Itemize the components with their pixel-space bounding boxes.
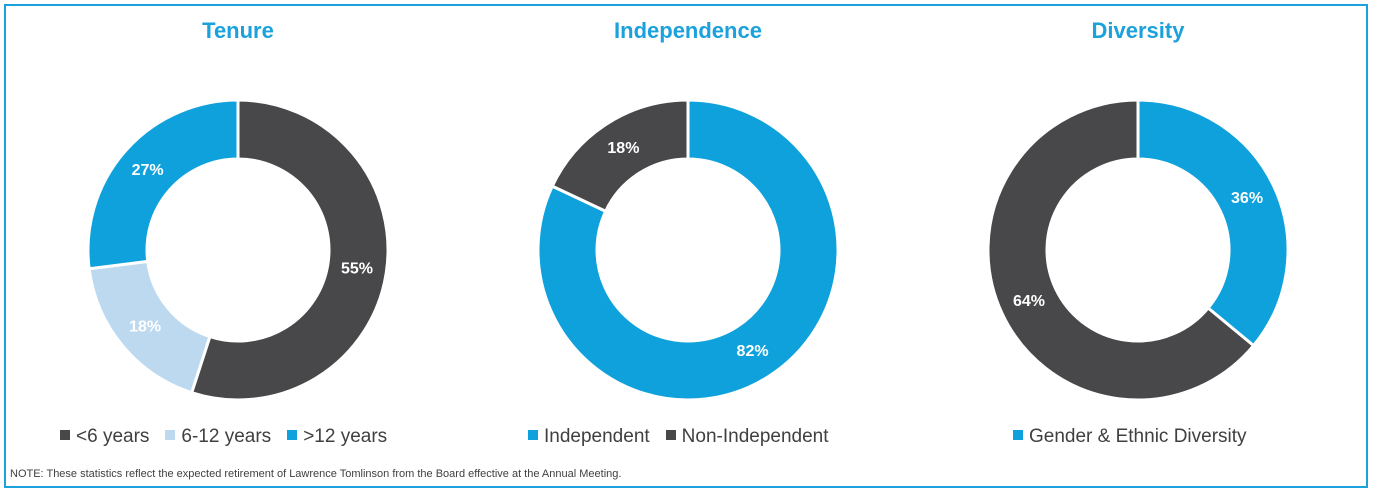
legend-label: 6-12 years [181, 426, 272, 447]
slice-non-independent [550, 98, 690, 213]
legend-swatch [165, 430, 176, 440]
footnote: NOTE: These statistics reflect the expec… [10, 468, 622, 480]
slice-independent [536, 98, 840, 402]
slice-data-label: 18% [129, 318, 161, 335]
legend-swatch [665, 430, 676, 440]
slice-data-label: 18% [607, 140, 639, 157]
tenure-title: Tenure [202, 18, 274, 43]
legend-swatch [1013, 430, 1023, 440]
legend-swatch [60, 430, 70, 440]
tenure-legend: <6 years 6-12 years >12 years [60, 426, 387, 448]
legend-label: Gender & Ethnic Diversity [1029, 426, 1247, 447]
diversity-legend: Gender & Ethnic Diversity [1013, 426, 1247, 448]
legend-swatch [528, 430, 538, 440]
legend-item-independent: Independent [528, 426, 650, 448]
slice-other-1 [986, 98, 1256, 402]
slice-data-label: 82% [737, 343, 769, 360]
legend-label: Non-Independent [681, 426, 829, 447]
diversity-donut-chart: 36% 64% [986, 98, 1290, 402]
tenure-donut-chart: 55% 18% 27% [86, 98, 390, 402]
diversity-title: Diversity [1091, 18, 1185, 43]
legend-label: >12 years [303, 426, 388, 447]
legend-item-6-12-years: 6-12 years [165, 426, 271, 448]
legend-item-gender-ethnic-diversity: Gender & Ethnic Diversity [1013, 426, 1247, 448]
legend-label: Independent [544, 426, 650, 447]
slice-data-label: 55% [341, 260, 373, 277]
legend-item-12-years: >12 years [287, 426, 387, 448]
chart-frame [4, 4, 1368, 488]
independence-donut-chart: 82% 18% [536, 98, 840, 402]
legend-swatch [287, 430, 298, 440]
legend-label: <6 years [76, 426, 150, 447]
slice-data-label: 27% [132, 162, 164, 179]
independence-title: Independence [614, 18, 762, 43]
slice-data-label: 64% [1013, 293, 1045, 310]
slice-12-years [86, 98, 240, 271]
independence-legend: Independent Non-Independent [528, 426, 829, 448]
slice-6-years [190, 98, 390, 402]
legend-item-6-years: <6 years [60, 426, 149, 448]
legend-item-non-independent: Non-Independent [665, 426, 829, 448]
slice-gender-ethnic-diversity [1136, 98, 1290, 348]
slice-data-label: 36% [1231, 190, 1263, 207]
